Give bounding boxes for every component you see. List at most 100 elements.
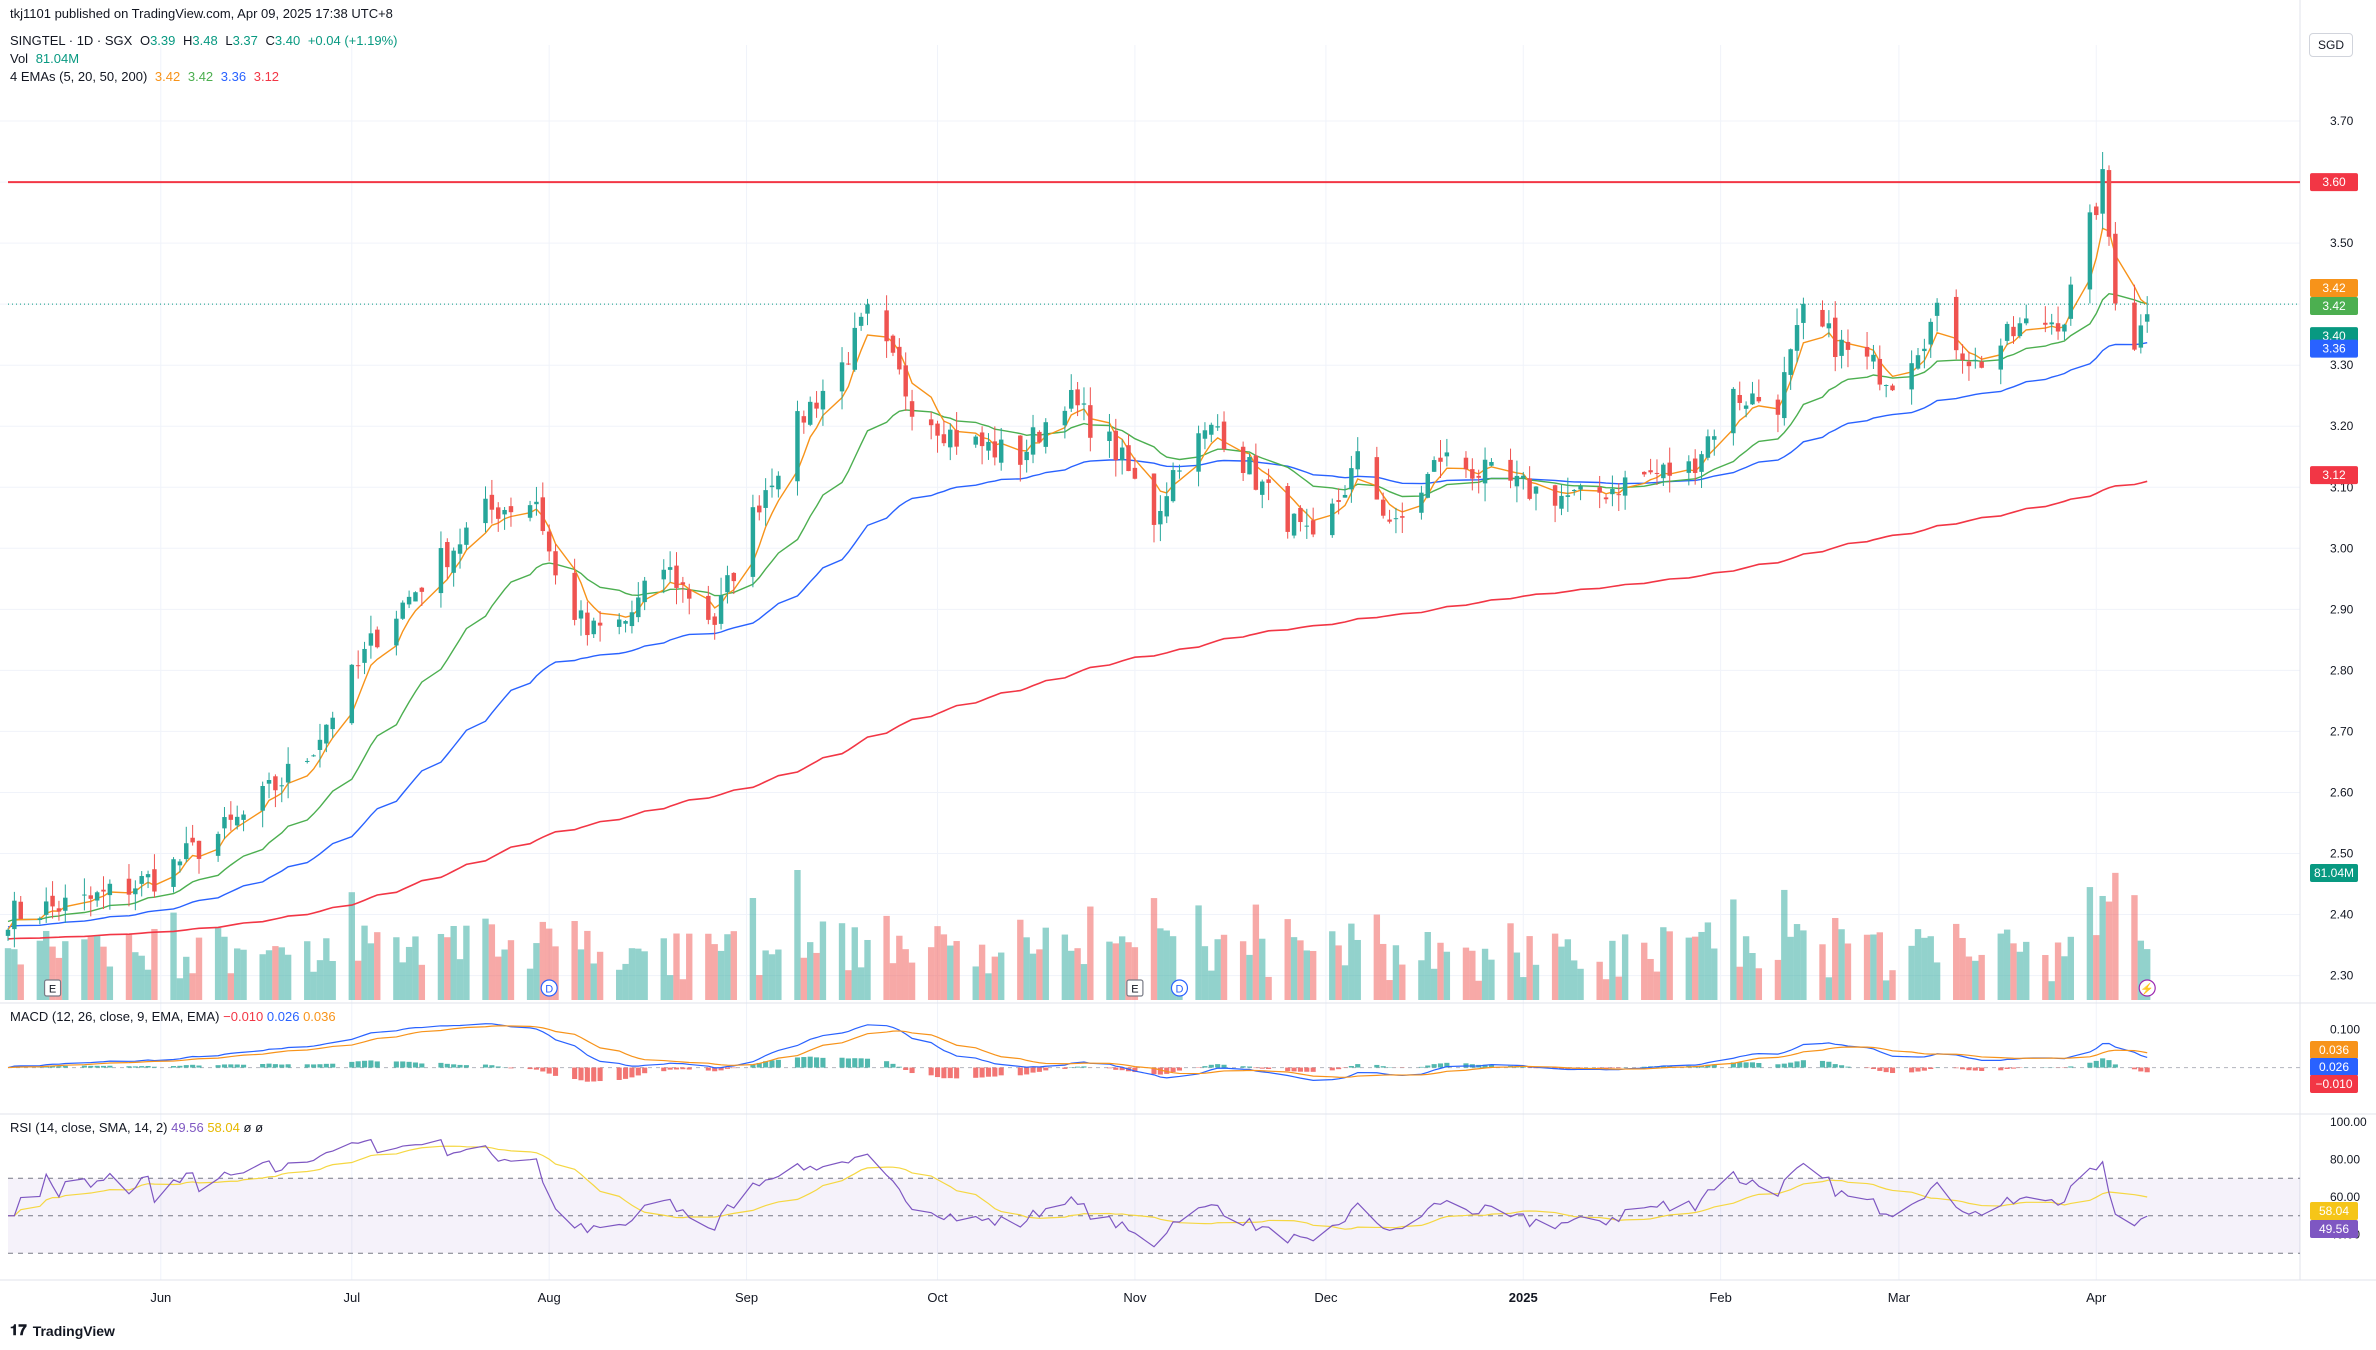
candle-body [903, 365, 908, 397]
candle-body [1393, 518, 1399, 520]
volume-bar [628, 948, 636, 1000]
volume-bar [1921, 937, 1928, 1000]
ema20-tag-bg [2310, 296, 2358, 315]
candle-body [1387, 519, 1392, 522]
volume-bar [456, 959, 464, 1000]
candle-body [731, 572, 737, 582]
marker-badge [43, 979, 62, 997]
volume-bar [673, 933, 680, 1000]
candle-body [1043, 422, 1048, 447]
symbol-title[interactable]: SINGTEL · 1D · SGX [10, 33, 133, 48]
volume-bar [2137, 940, 2145, 1000]
rsi-legend[interactable]: RSI (14, close, SMA, 14, 2) 49.56 58.04 … [10, 1120, 263, 1135]
volume-bar [1297, 940, 1304, 1000]
candle-body [1559, 495, 1564, 509]
volume-bar [641, 951, 648, 1000]
macd-hist-bar [1749, 1062, 1756, 1068]
macd-hist-bar [508, 1067, 514, 1069]
volume-bar [125, 934, 133, 1000]
volume-bar [768, 954, 776, 1000]
candle-body [489, 494, 495, 510]
candle-body [1170, 470, 1176, 502]
candle-body [1883, 385, 1889, 387]
volume-bar [1730, 899, 1737, 1000]
volume-bar [1933, 962, 1941, 1000]
price-tick-label: 2.30 [2330, 969, 2354, 983]
macd-hist-bar [1711, 1064, 1717, 1068]
time-axis[interactable]: Jun Jul Aug Sep Oct Nov Dec 2025 Feb Mar Apr [150, 1290, 2107, 1305]
candle-body [1622, 477, 1628, 496]
volume-bar [1239, 941, 1247, 1000]
volume-bar [1341, 965, 1349, 1000]
volume-bar [1513, 952, 1521, 1000]
volume-bar [1781, 889, 1788, 1000]
time-label: Mar [1888, 1290, 1911, 1305]
tradingview-logo[interactable]: 𝟏𝟕 TradingView [10, 1322, 115, 1339]
volume-bar [144, 969, 152, 1000]
macd-hist-bar [680, 1067, 686, 1070]
time-label: Sep [735, 1290, 758, 1305]
volume-bar [596, 951, 604, 1000]
candle-body [2144, 314, 2150, 322]
candle-body [661, 569, 666, 580]
symbol-legend[interactable]: SINGTEL · 1D · SGX O3.39 H3.48 L3.37 C3.… [10, 33, 401, 48]
candle-body [572, 572, 577, 620]
volume-bar [864, 939, 871, 1000]
macd-hist-bar [928, 1067, 934, 1076]
candle-body [394, 618, 399, 646]
macd-hist-bar [1781, 1063, 1787, 1068]
macd-hist-bar [884, 1061, 890, 1068]
change-value: +0.04 (+1.19%) [307, 33, 398, 48]
volume-bar [227, 973, 235, 1000]
candle-body [1081, 403, 1087, 405]
candle-body [846, 363, 851, 365]
currency-button[interactable]: SGD [2309, 33, 2353, 57]
macd-hist-bar [107, 1065, 113, 1068]
volume-bar [1749, 953, 1756, 1000]
ema-legend[interactable]: 4 EMAs (5, 20, 50, 200) 3.42 3.42 3.36 3… [10, 69, 283, 84]
candle-body [858, 316, 864, 326]
volume-bar [316, 960, 324, 1000]
macd-signal-value: 0.036 [303, 1009, 336, 1024]
volume-bar [940, 934, 948, 1000]
volume-bar [1195, 905, 1202, 1000]
macd-hist-bar [998, 1067, 1004, 1076]
hline-price-tag: 3.60 [2322, 175, 2346, 189]
event-markers[interactable]: E D E D ⚡ [43, 979, 2156, 997]
volume-bar [1068, 950, 1075, 1000]
candle-body [273, 776, 278, 791]
macd-hist-bar [1877, 1067, 1883, 1071]
macd-hist-bar [1437, 1063, 1444, 1068]
macd-hist-bar [1208, 1064, 1214, 1068]
volume-bar [1819, 944, 1826, 1000]
volume-bar [526, 968, 534, 1000]
macd-hist-bar [482, 1064, 489, 1068]
candle-body [839, 362, 845, 392]
candle-body [1654, 472, 1660, 474]
macd-hist-bar [903, 1067, 909, 1070]
macd-hist-bar [438, 1062, 444, 1068]
candle-body [1750, 393, 1755, 405]
macd-hist-bar [801, 1057, 807, 1068]
candle-body [260, 785, 265, 811]
horizontal-line-3-60[interactable] [8, 181, 2300, 305]
macd-hist-bar [2010, 1067, 2017, 1069]
volume-legend[interactable]: Vol 81.04M [10, 51, 83, 66]
candle-body [1119, 447, 1125, 461]
macd-hist-bar [1151, 1067, 1157, 1075]
macd-hist-bar [572, 1067, 578, 1080]
candle-body [1934, 302, 1940, 316]
candle-body [1508, 459, 1513, 481]
macd-hist-bar [1915, 1067, 1921, 1072]
macd-legend[interactable]: MACD (12, 26, close, 9, EMA, EMA) −0.010… [10, 1009, 336, 1024]
macd-hist-bar [2144, 1067, 2150, 1073]
marker-badge [1170, 979, 1189, 997]
macd-hist-bar [94, 1065, 100, 1068]
candle-body [591, 620, 596, 635]
rsi-na-2: ø [255, 1120, 264, 1135]
candle-body [368, 633, 374, 646]
candle-body [725, 575, 730, 593]
candle-body [992, 441, 998, 458]
volume-bars [4, 870, 2151, 1000]
